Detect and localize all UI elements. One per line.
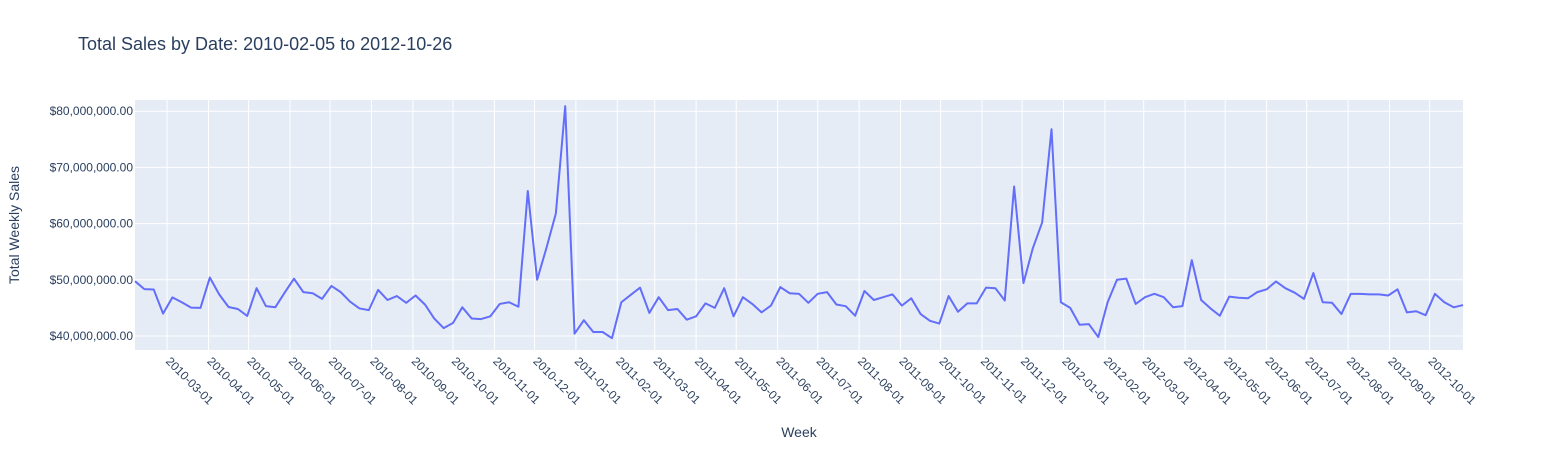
y-axis-title: Total Weekly Sales xyxy=(6,166,22,284)
chart-title: Total Sales by Date: 2010-02-05 to 2012-… xyxy=(78,34,452,54)
y-tick-label: $50,000,000.00 xyxy=(50,273,134,287)
y-tick-label: $40,000,000.00 xyxy=(50,329,134,343)
y-tick-label: $70,000,000.00 xyxy=(50,160,134,174)
x-axis-tick-labels: 2010-03-012010-04-012010-05-012010-06-01… xyxy=(163,354,1479,408)
y-gridlines xyxy=(135,110,1463,337)
y-tick-label: $60,000,000.00 xyxy=(50,217,134,231)
x-axis-title: Week xyxy=(781,424,818,440)
plot-area xyxy=(135,100,1463,350)
series-line-total-weekly-sales xyxy=(134,105,1464,340)
y-axis-tick-labels: $40,000,000.00 $50,000,000.00 $60,000,000.… xyxy=(50,104,134,343)
y-tick-label: $80,000,000.00 xyxy=(50,104,134,118)
x-gridlines xyxy=(166,100,1431,350)
